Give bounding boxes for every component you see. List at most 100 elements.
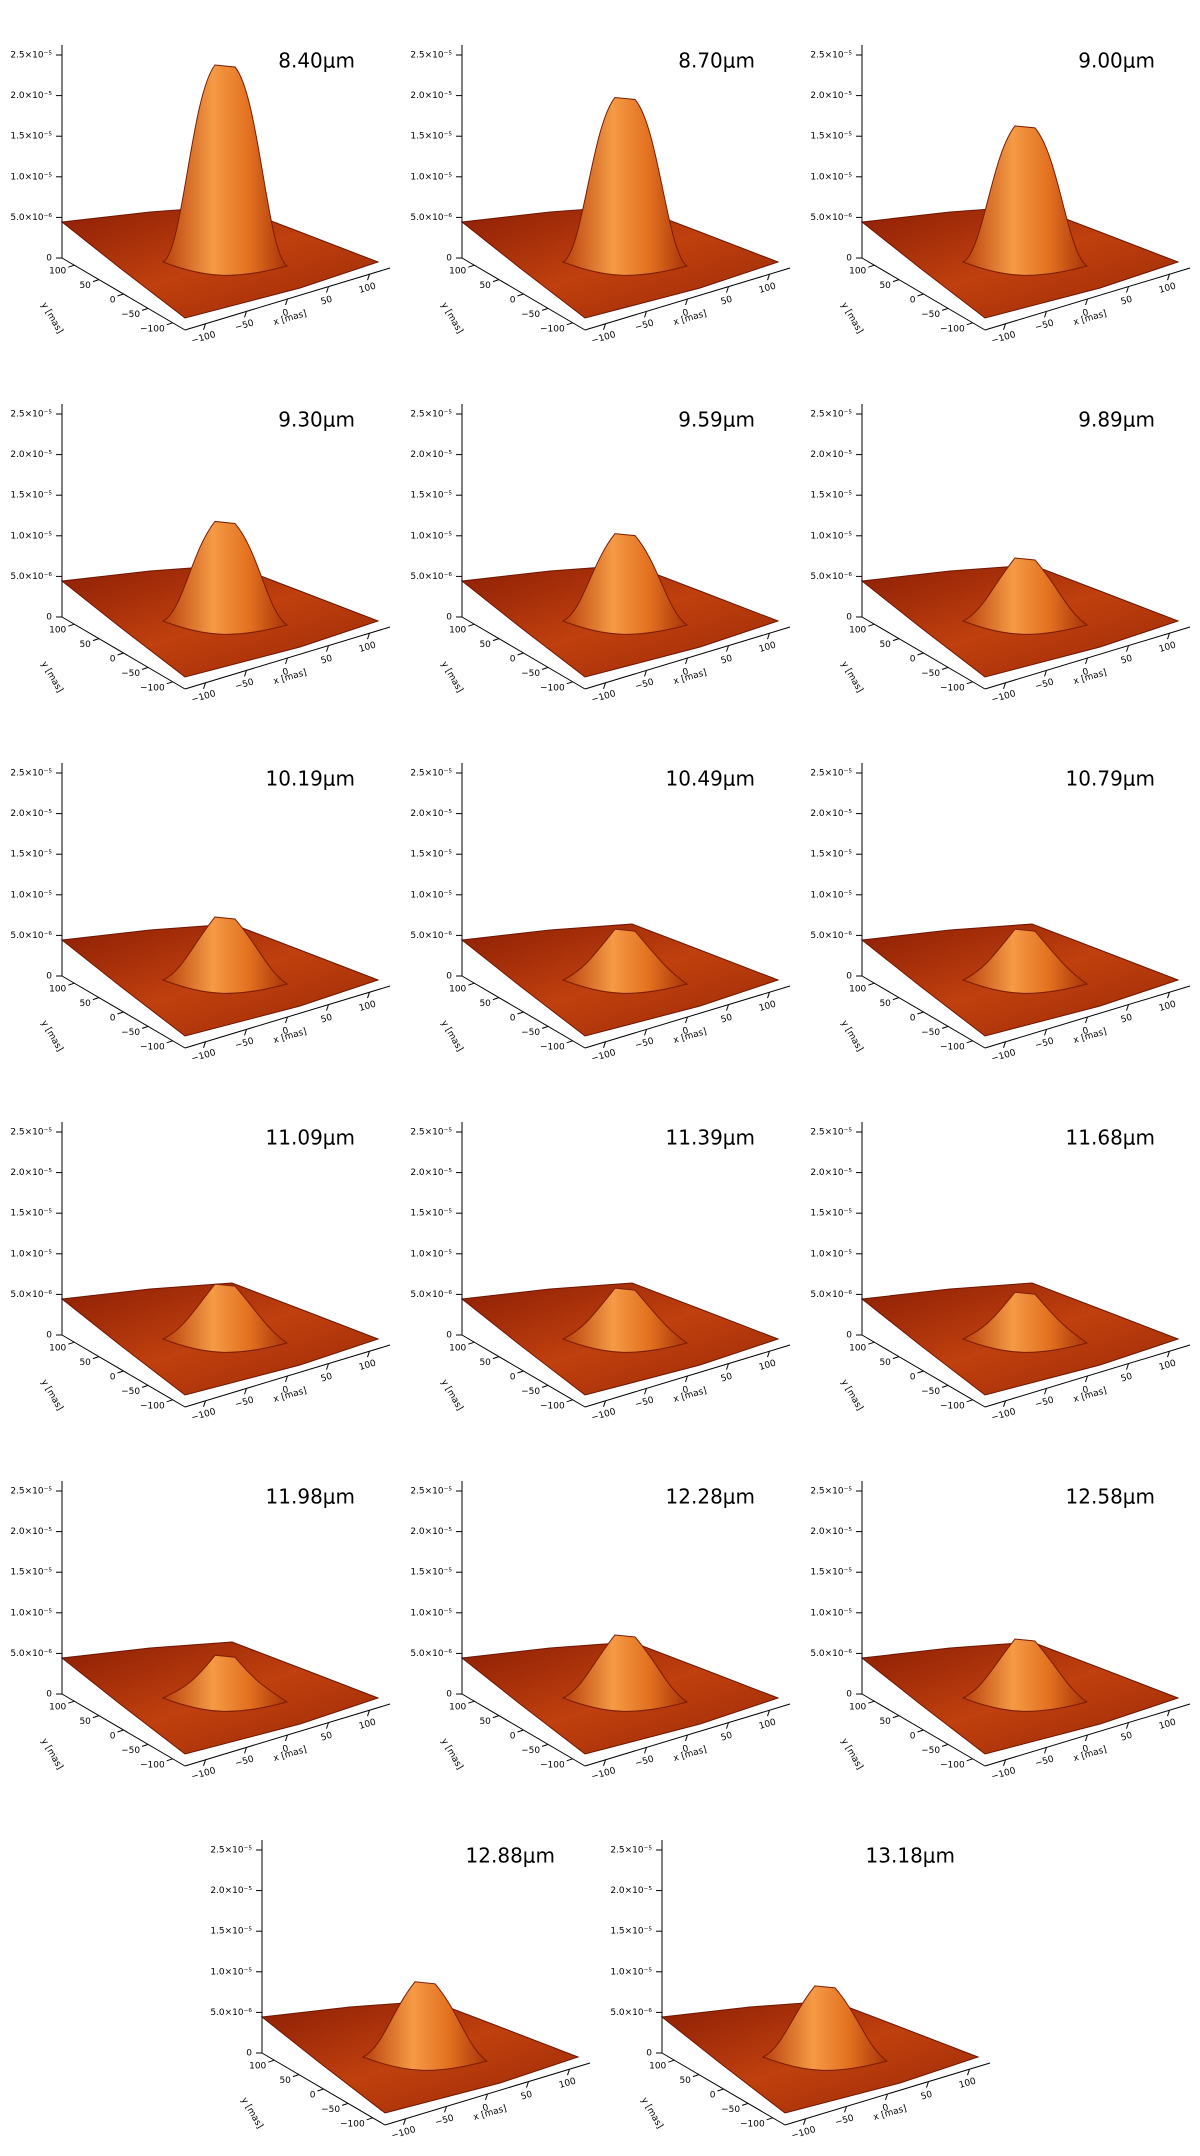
- z-tick-label: 0: [446, 254, 452, 264]
- y-tick-label: 50: [79, 281, 91, 291]
- z-tick-label: 0: [46, 254, 52, 264]
- x-tick: [367, 274, 370, 281]
- y-tick-label: −100: [940, 1401, 965, 1411]
- y-tick-label: 100: [449, 267, 466, 277]
- y-tick: [468, 1341, 475, 1345]
- x-tick: [1085, 1734, 1088, 1742]
- surface-peak: [561, 1634, 689, 1712]
- y-tick-label: −100: [940, 1760, 965, 1770]
- x-tick: [203, 1759, 206, 1766]
- y-tick-label: 100: [449, 626, 466, 636]
- y-tick: [966, 681, 973, 685]
- panel-label: 12.28μm: [666, 1485, 755, 1509]
- x-tick: [367, 633, 370, 640]
- z-tick-label: 2.0×10⁻⁵: [810, 91, 852, 101]
- y-tick: [492, 1356, 500, 1360]
- x-tick: [1085, 657, 1088, 665]
- surface-peak: [161, 1283, 289, 1353]
- x-tick-label: 100: [358, 640, 378, 654]
- y-axis-label: y [mas]: [839, 660, 865, 695]
- y-tick: [541, 1743, 549, 1747]
- x-tick-label: −50: [834, 2113, 855, 2128]
- x-tick-label: 100: [758, 999, 778, 1013]
- y-tick: [492, 638, 500, 642]
- panel-label: 11.39μm: [666, 1126, 755, 1150]
- y-tick-label: −100: [140, 1401, 165, 1411]
- x-tick: [285, 1375, 288, 1383]
- z-tick-label: 1.0×10⁻⁵: [610, 1967, 652, 1977]
- y-tick-label: 0: [110, 1373, 116, 1383]
- x-tick: [203, 323, 206, 330]
- y-tick: [92, 1356, 100, 1360]
- x-tick: [326, 1722, 329, 1729]
- y-tick-label: 0: [510, 1014, 516, 1024]
- y-tick-label: 100: [449, 985, 466, 995]
- y-tick-label: 100: [849, 1344, 866, 1354]
- y-tick-label: −100: [740, 2119, 765, 2129]
- x-tick-label: −100: [190, 1048, 217, 1065]
- y-tick: [317, 2088, 324, 2092]
- y-tick: [166, 681, 173, 685]
- y-tick-label: 100: [849, 267, 866, 277]
- y-tick-label: 100: [49, 267, 66, 277]
- x-tick-label: 100: [1158, 640, 1178, 654]
- z-tick-label: 2.5×10⁻⁵: [10, 51, 52, 61]
- y-tick: [117, 293, 124, 297]
- x-tick: [1044, 311, 1047, 318]
- y-tick: [292, 2074, 300, 2078]
- panel-label: 10.19μm: [266, 767, 355, 791]
- y-tick: [341, 2102, 349, 2106]
- x-tick-label: −50: [234, 1036, 255, 1051]
- y-tick: [141, 307, 149, 311]
- z-tick-label: 2.5×10⁻⁵: [10, 1487, 52, 1497]
- z-tick-label: 1.0×10⁻⁵: [10, 1608, 52, 1618]
- z-tick-label: 5.0×10⁻⁶: [10, 1649, 52, 1659]
- y-tick-label: 0: [510, 1373, 516, 1383]
- y-tick-label: −50: [521, 669, 540, 679]
- panel: 0 5.0×10⁻⁶ 1.0×10⁻⁵ 1.5×10⁻⁵ 2.0×10⁻⁵ 2.5×10⁻…: [610, 1840, 991, 2141]
- x-tick-label: −50: [634, 677, 655, 692]
- x-tick-label: 0: [682, 1026, 691, 1037]
- y-tick-label: 50: [479, 640, 491, 650]
- panel-label: 8.40μm: [278, 49, 355, 73]
- x-tick: [1167, 1351, 1170, 1358]
- x-tick-label: 0: [682, 1385, 691, 1396]
- x-tick: [1167, 992, 1170, 999]
- y-tick: [892, 279, 900, 283]
- y-tick: [141, 1743, 149, 1747]
- x-tick-label: 100: [358, 1717, 378, 1731]
- panel: 0 5.0×10⁻⁶ 1.0×10⁻⁵ 1.5×10⁻⁵ 2.0×10⁻⁵ 2.5×10⁻…: [410, 1122, 791, 1423]
- y-tick-label: 0: [910, 655, 916, 665]
- y-tick: [517, 1729, 524, 1733]
- z-tick-label: 1.5×10⁻⁵: [810, 491, 852, 501]
- x-tick-label: 0: [1082, 667, 1091, 678]
- y-tick: [166, 1040, 173, 1044]
- y-tick: [766, 2117, 773, 2121]
- z-tick-label: 5.0×10⁻⁶: [410, 213, 452, 223]
- x-axis-label: x [mas]: [1072, 1745, 1108, 1764]
- y-tick-label: 50: [79, 1358, 91, 1368]
- y-tick: [917, 1011, 924, 1015]
- x-tick-label: 100: [1158, 1358, 1178, 1372]
- x-axis-label: x [mas]: [272, 1386, 308, 1405]
- y-tick-label: 50: [679, 2076, 691, 2086]
- x-tick-label: −50: [1034, 1395, 1055, 1410]
- z-tick-label: 5.0×10⁻⁶: [10, 213, 52, 223]
- x-tick-label: 50: [320, 654, 334, 667]
- x-tick: [767, 274, 770, 281]
- x-tick-label: −50: [234, 1754, 255, 1769]
- z-tick-label: 2.5×10⁻⁵: [410, 1487, 452, 1497]
- x-tick: [685, 657, 688, 665]
- x-axis-label: x [mas]: [472, 2104, 508, 2123]
- y-tick: [917, 1370, 924, 1374]
- y-tick-label: 50: [79, 1717, 91, 1727]
- x-tick-label: −50: [1034, 318, 1055, 333]
- z-tick-label: 1.5×10⁻⁵: [10, 132, 52, 142]
- x-tick-label: 0: [682, 667, 691, 678]
- z-tick-label: 1.0×10⁻⁵: [410, 1608, 452, 1618]
- x-tick: [1126, 286, 1129, 293]
- y-axis-label: y [mas]: [839, 1737, 865, 1772]
- x-tick: [203, 682, 206, 689]
- z-tick-label: 2.0×10⁻⁵: [810, 450, 852, 460]
- y-tick-label: 50: [279, 2076, 291, 2086]
